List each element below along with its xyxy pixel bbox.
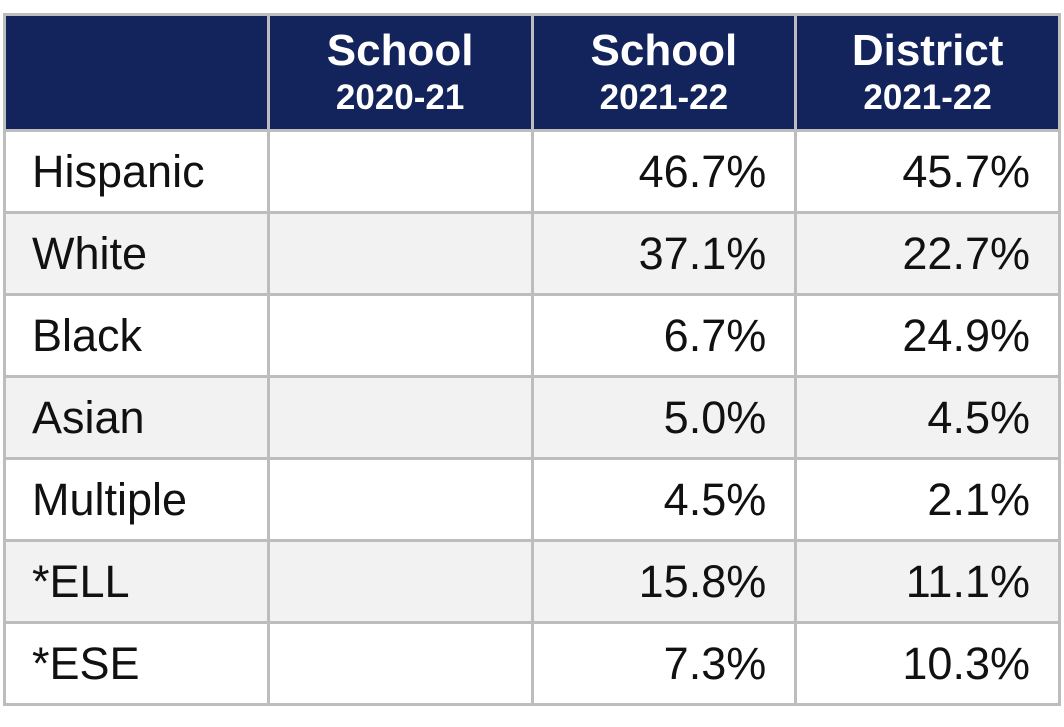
row-label: Asian [3,375,270,460]
row-label: *ESE [3,621,270,706]
header-title: School [326,26,474,76]
table-row: Black 6.7% 24.9% [3,293,1061,378]
value-cell: 15.8% [530,539,798,624]
header-year: 2021-22 [863,78,992,118]
value-cell: 7.3% [530,621,798,706]
row-label: Multiple [3,457,270,542]
value-cell: 6.7% [530,293,798,378]
value-cell [266,621,534,706]
value-cell: 10.3% [794,621,1061,706]
value-cell: 45.7% [794,129,1061,214]
value-cell: 37.1% [530,211,798,296]
value-cell: 22.7% [794,211,1061,296]
value-cell: 4.5% [794,375,1061,460]
demographics-table: School 2020-21 School 2021-22 District 2021-2… [3,13,1061,706]
value-cell: 46.7% [530,129,798,214]
table-row: *ESE 7.3% 10.3% [3,621,1061,706]
value-cell [266,293,534,378]
header-cell: School 2020-21 [266,13,534,132]
value-cell [266,457,534,542]
header-cell: District 2021-22 [794,13,1061,132]
row-label: White [3,211,270,296]
table-row: White 37.1% 22.7% [3,211,1061,296]
row-label: Hispanic [3,129,270,214]
header-year: 2020-21 [335,78,465,118]
value-cell [266,129,534,214]
header-row: School 2020-21 School 2021-22 District 2021-2… [3,13,1061,132]
table-row: Multiple 4.5% 2.1% [3,457,1061,542]
value-cell: 4.5% [530,457,798,542]
value-cell: 2.1% [794,457,1061,542]
header-cell [3,13,270,132]
header-title: District [851,26,1004,76]
value-cell [266,539,534,624]
table-row: *ELL 15.8% 11.1% [3,539,1061,624]
header-year: 2021-22 [599,78,729,118]
header-title: School [590,26,738,76]
value-cell [266,375,534,460]
row-label: *ELL [3,539,270,624]
table-row: Hispanic 46.7% 45.7% [3,129,1061,214]
table-row: Asian 5.0% 4.5% [3,375,1061,460]
header-cell: School 2021-22 [530,13,798,132]
value-cell: 5.0% [530,375,798,460]
value-cell [266,211,534,296]
table-body: Hispanic 46.7% 45.7% White 37.1% 22.7% Black 6.… [3,129,1061,706]
value-cell: 24.9% [794,293,1061,378]
row-label: Black [3,293,270,378]
value-cell: 11.1% [794,539,1061,624]
